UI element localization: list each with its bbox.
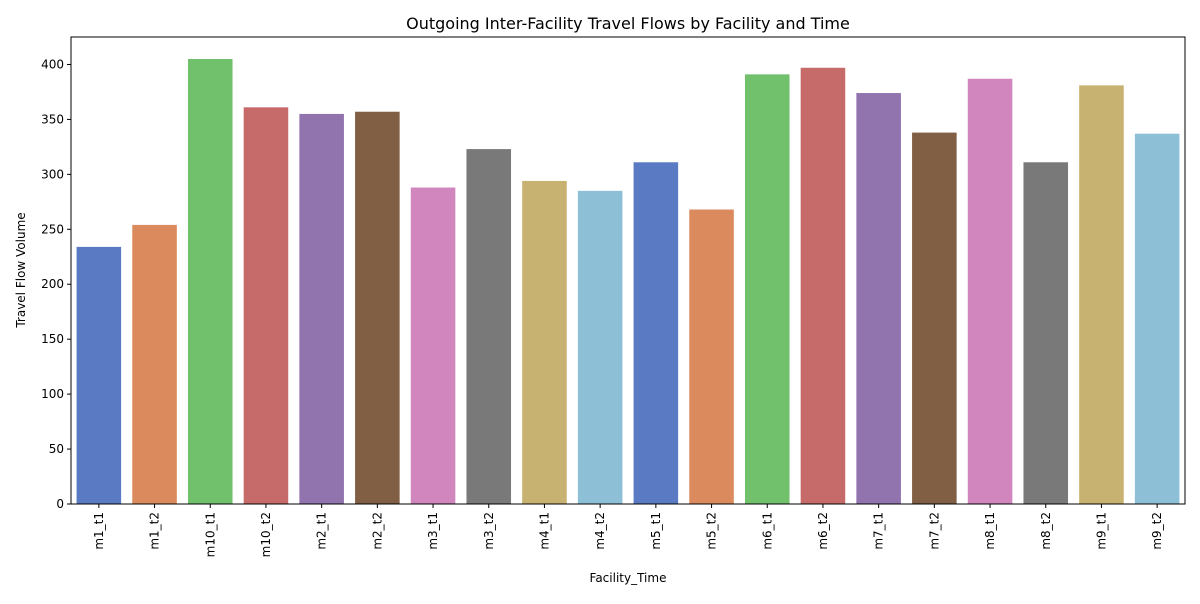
bar-m9_t2 — [1134, 133, 1180, 504]
bar-m8_t1 — [967, 78, 1013, 504]
bar-m7_t1 — [856, 93, 901, 504]
y-axis-label: Travel Flow Volume — [14, 212, 28, 328]
x-axis-label: Facility_Time — [590, 571, 667, 585]
bar-m3_t1 — [410, 187, 456, 505]
y-tick-label: 50 — [49, 442, 64, 456]
bar-m2_t2 — [355, 111, 400, 504]
x-tick-label: m3_t2 — [482, 512, 496, 550]
x-tick-label: m5_t1 — [649, 512, 663, 550]
y-tick-label: 400 — [41, 57, 64, 71]
bar-m4_t1 — [522, 180, 567, 504]
y-tick-label: 150 — [41, 332, 64, 346]
plot-frame — [70, 36, 1186, 505]
x-tick-label: m4_t2 — [593, 512, 607, 550]
bar-m7_t2 — [912, 132, 957, 504]
x-tick-label: m2_t1 — [315, 512, 329, 550]
x-tick-label: m8_t2 — [1039, 512, 1053, 550]
y-tick-label: 200 — [41, 277, 64, 291]
x-tick-label: m4_t1 — [537, 512, 551, 550]
bar-m10_t2 — [243, 107, 289, 504]
bar-m9_t1 — [1079, 85, 1124, 504]
x-tick-label: m1_t2 — [148, 512, 162, 550]
x-tick-label: m8_t1 — [983, 512, 997, 550]
y-tick-label: 0 — [56, 497, 64, 511]
bar-m3_t2 — [466, 149, 512, 504]
bar-m10_t1 — [187, 58, 233, 504]
x-tick-label: m9_t1 — [1094, 512, 1108, 550]
y-tick-label: 350 — [41, 112, 64, 126]
x-tick-label: m6_t1 — [760, 512, 774, 550]
bar-m4_t2 — [577, 190, 623, 504]
x-tick-label: m2_t2 — [370, 512, 384, 550]
x-tick-label: m10_t1 — [203, 512, 217, 557]
y-tick-label: 250 — [41, 222, 64, 236]
y-tick-label: 100 — [41, 387, 64, 401]
x-tick-label: m10_t2 — [259, 512, 273, 557]
y-axis: 0 50 100 150 200 250 300 350 400 — [41, 57, 71, 511]
x-tick-label: m6_t2 — [816, 512, 830, 550]
x-axis: m1_t1 m1_t2 m10_t1 m10_t2 m2_t1 m2_t2 m3_t1 m3_… — [92, 504, 1164, 557]
bars-group — [76, 58, 1180, 505]
x-tick-label: m7_t1 — [872, 512, 886, 550]
chart-title: Outgoing Inter-Facility Travel Flows by … — [406, 14, 850, 33]
bar-m1_t2 — [132, 224, 177, 504]
bar-m2_t1 — [299, 113, 344, 505]
x-tick-label: m3_t1 — [426, 512, 440, 550]
bar-m6_t2 — [800, 67, 846, 505]
y-tick-label: 300 — [41, 167, 64, 181]
bar-m5_t2 — [689, 209, 734, 504]
bar-m6_t1 — [744, 74, 790, 505]
x-tick-label: m1_t1 — [92, 512, 106, 550]
bar-m8_t2 — [1023, 162, 1069, 504]
x-tick-label: m7_t2 — [927, 512, 941, 550]
bar-m5_t1 — [633, 162, 679, 504]
x-tick-label: m9_t2 — [1150, 512, 1164, 550]
bar-m1_t1 — [76, 246, 122, 504]
x-tick-label: m5_t2 — [705, 512, 719, 550]
